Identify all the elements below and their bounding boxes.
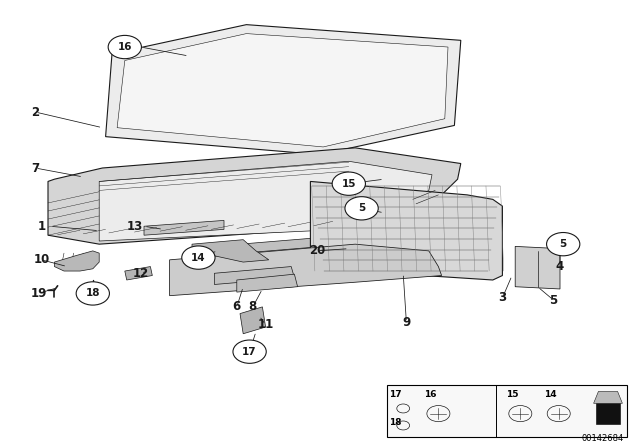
- Polygon shape: [144, 220, 224, 235]
- Polygon shape: [117, 34, 448, 147]
- Text: 15: 15: [342, 179, 356, 189]
- Polygon shape: [125, 267, 152, 280]
- Text: 15: 15: [506, 390, 518, 399]
- Polygon shape: [54, 251, 99, 271]
- Text: 7: 7: [31, 161, 39, 175]
- Polygon shape: [240, 307, 266, 334]
- Polygon shape: [48, 148, 461, 244]
- Text: 14: 14: [544, 390, 557, 399]
- Polygon shape: [594, 392, 622, 403]
- Text: 5: 5: [550, 293, 557, 307]
- Circle shape: [108, 35, 141, 59]
- Text: 5: 5: [559, 239, 567, 249]
- Text: 00142684: 00142684: [582, 434, 624, 443]
- Text: 20: 20: [308, 244, 325, 258]
- Bar: [387, 385, 627, 437]
- Circle shape: [233, 340, 266, 363]
- Text: 16: 16: [118, 42, 132, 52]
- Circle shape: [182, 246, 215, 269]
- Text: 10: 10: [33, 253, 50, 267]
- Text: 6: 6: [233, 300, 241, 314]
- Text: 18: 18: [86, 289, 100, 298]
- Text: 16: 16: [424, 390, 436, 399]
- Text: 17: 17: [389, 390, 402, 399]
- Text: 8: 8: [249, 300, 257, 314]
- Polygon shape: [515, 246, 560, 289]
- Polygon shape: [240, 229, 421, 253]
- Text: 12: 12: [132, 267, 149, 280]
- Bar: [596, 403, 620, 424]
- Polygon shape: [237, 274, 298, 292]
- Polygon shape: [310, 181, 502, 280]
- Text: 17: 17: [243, 347, 257, 357]
- Text: 1: 1: [38, 220, 45, 233]
- Circle shape: [345, 197, 378, 220]
- Circle shape: [547, 233, 580, 256]
- Text: 19: 19: [30, 287, 47, 300]
- Polygon shape: [170, 244, 442, 296]
- Text: 13: 13: [126, 220, 143, 233]
- Polygon shape: [106, 25, 461, 155]
- Text: 5: 5: [358, 203, 365, 213]
- Text: 11: 11: [257, 318, 274, 332]
- Text: 4: 4: [556, 260, 564, 273]
- Text: 3: 3: [499, 291, 506, 305]
- Text: 2: 2: [31, 105, 39, 119]
- Circle shape: [76, 282, 109, 305]
- Text: 14: 14: [191, 253, 205, 263]
- Polygon shape: [214, 267, 294, 284]
- Text: 18: 18: [389, 418, 402, 427]
- Circle shape: [332, 172, 365, 195]
- Text: 9: 9: [403, 316, 410, 329]
- Polygon shape: [99, 161, 432, 241]
- Polygon shape: [192, 240, 269, 262]
